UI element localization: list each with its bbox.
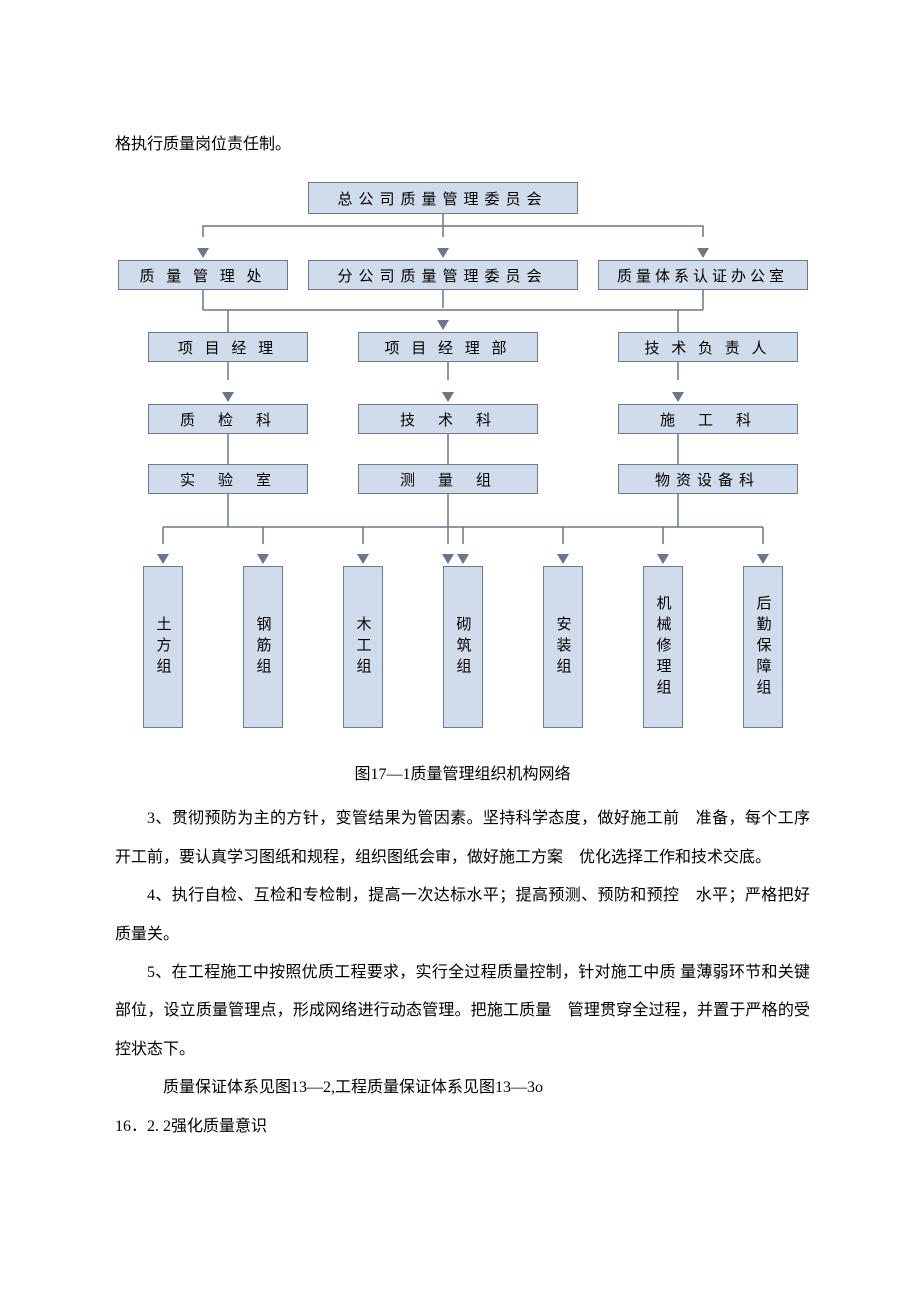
flowchart-node-b0: 土方组	[143, 566, 183, 728]
flowchart-node-n10: 质 量 管 理 处	[118, 260, 288, 290]
flowchart-node-n30: 质 检 科	[148, 404, 308, 434]
flowchart-node-b3: 砌筑组	[443, 566, 483, 728]
flowchart-node-n20: 项 目 经 理	[148, 332, 308, 362]
paragraph-3: 3、贯彻预防为主的方针，变管结果为管因素。坚持科学态度，做好施工前 准备，每个工…	[115, 800, 810, 877]
top-line: 格执行质量岗位责任制。	[115, 126, 810, 164]
flowchart-node-n32: 施 工 科	[618, 404, 798, 434]
flowchart-node-b5: 机械修理组	[643, 566, 683, 728]
figure-caption: 图17—1质量管理组织机构网络	[115, 760, 810, 784]
flowchart-node-n42: 物资设备科	[618, 464, 798, 494]
flowchart-node-n41: 测 量 组	[358, 464, 538, 494]
flowchart-node-n22: 技 术 负 责 人	[618, 332, 798, 362]
flowchart-node-b6: 后勤保障组	[743, 566, 783, 728]
org-flowchart: 总公司质量管理委员会质 量 管 理 处分公司质量管理委员会质量体系认证办公室项 …	[118, 182, 808, 752]
section-heading: 16．2. 2强化质量意识	[115, 1108, 810, 1146]
paragraph-5: 5、在工程施工中按照优质工程要求，实行全过程质量控制，针对施工中质 量薄弱环节和…	[115, 954, 810, 1069]
paragraph-4: 4、执行自检、互检和专检制，提高一次达标水平；提高预测、预防和预控 水平；严格把…	[115, 877, 810, 954]
flowchart-node-b1: 钢筋组	[243, 566, 283, 728]
paragraph-6: 质量保证体系见图13—2,工程质量保证体系见图13—3o	[115, 1069, 810, 1107]
flowchart-node-n31: 技 术 科	[358, 404, 538, 434]
flowchart-node-n40: 实 验 室	[148, 464, 308, 494]
flowchart-node-n0: 总公司质量管理委员会	[308, 182, 578, 214]
flowchart-node-b4: 安装组	[543, 566, 583, 728]
flowchart-node-b2: 木工组	[343, 566, 383, 728]
flowchart-node-n21: 项 目 经 理 部	[358, 332, 538, 362]
flowchart-node-n12: 质量体系认证办公室	[598, 260, 808, 290]
flowchart-node-n11: 分公司质量管理委员会	[308, 260, 578, 290]
